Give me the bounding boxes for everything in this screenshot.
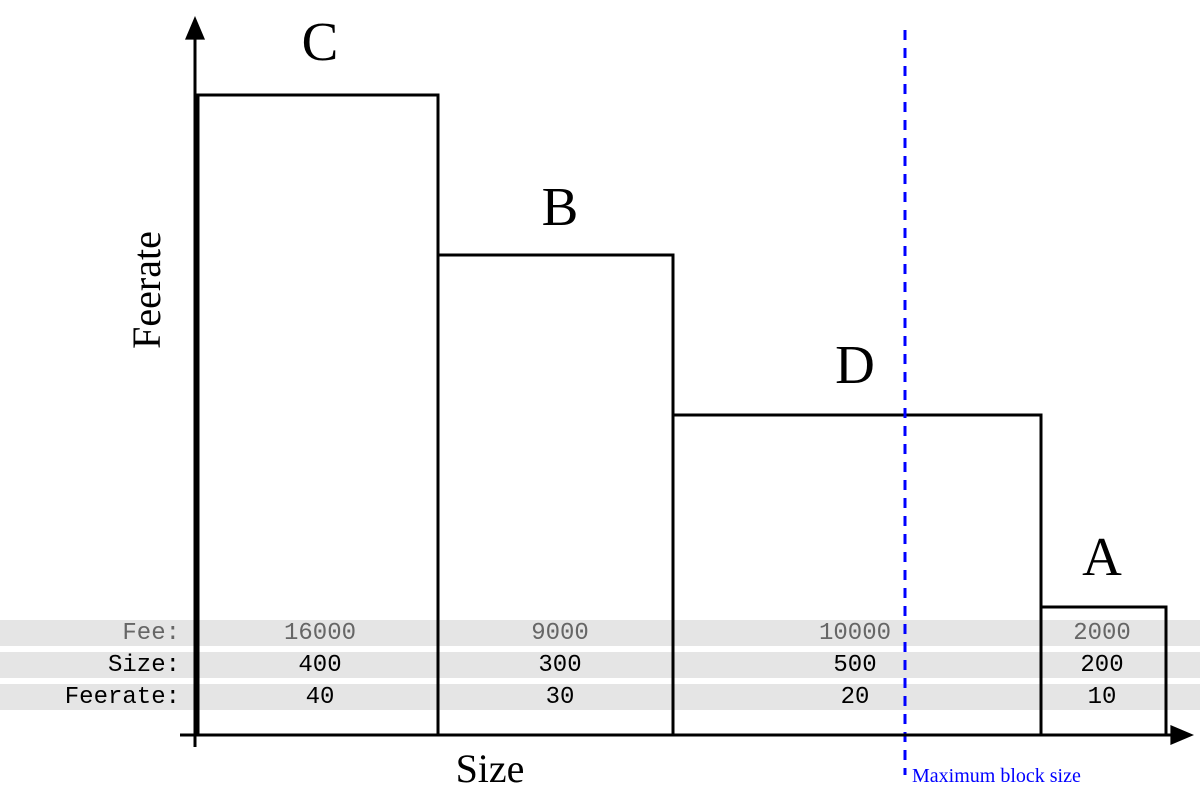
- max-block-size-label: Maximum block size: [912, 765, 1081, 787]
- table-row-band: [0, 652, 1200, 678]
- table-row-band: [0, 620, 1200, 646]
- bar-label-B: B: [542, 176, 579, 237]
- table-row-band: [0, 684, 1200, 710]
- table-cell: 400: [298, 652, 341, 679]
- table-cell: 9000: [531, 620, 589, 647]
- table-row-label: Size:: [108, 652, 180, 679]
- table-cell: 500: [833, 652, 876, 679]
- table-row-label: Fee:: [122, 620, 180, 647]
- table-cell: 2000: [1073, 620, 1131, 647]
- table-cell: 10: [1088, 684, 1117, 711]
- bar-label-A: A: [1082, 526, 1122, 587]
- table-cell: 16000: [284, 620, 356, 647]
- table-row-label: Feerate:: [65, 684, 180, 711]
- x-axis-label: Size: [456, 746, 525, 791]
- table-cell: 300: [538, 652, 581, 679]
- table-cell: 200: [1080, 652, 1123, 679]
- bar-label-D: D: [835, 334, 875, 395]
- bar-label-C: C: [302, 11, 339, 72]
- table-cell: 40: [306, 684, 335, 711]
- table-cell: 30: [546, 684, 575, 711]
- table-cell: 10000: [819, 620, 891, 647]
- table-cell: 20: [841, 684, 870, 711]
- y-axis-label: Feerate: [124, 231, 169, 349]
- feerate-chart: C B D A Fee: 16000 9000 10000 2000 Size: 400 300 500…: [0, 0, 1200, 800]
